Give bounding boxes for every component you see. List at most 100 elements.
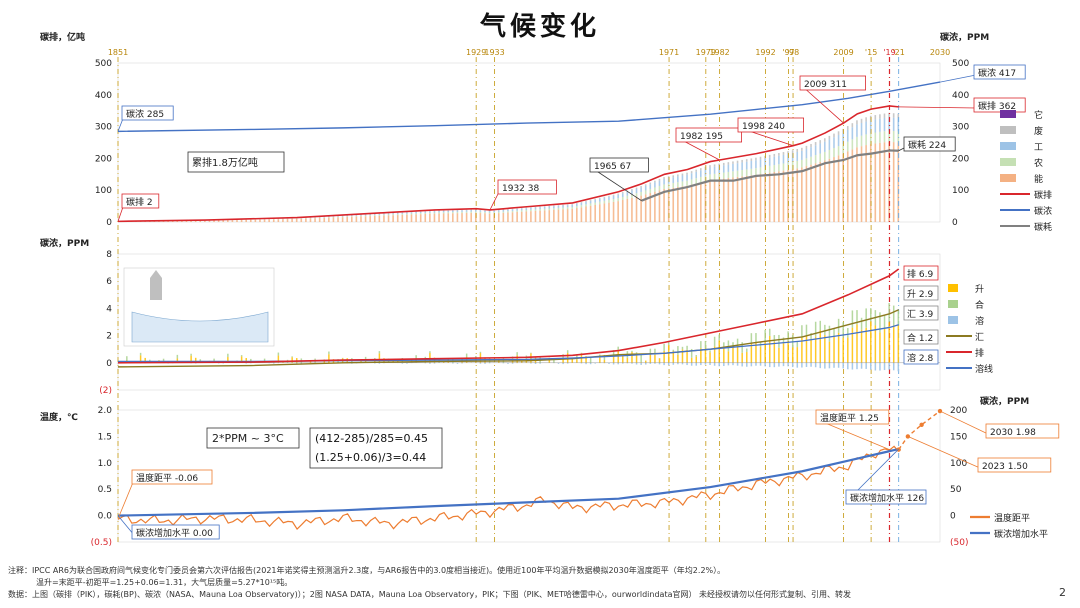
bar-waste [507, 209, 509, 210]
bar-agri [700, 176, 702, 183]
bar-rise [360, 360, 362, 363]
bar-dissolve [580, 362, 583, 364]
bar-waste [511, 208, 514, 210]
footnote-line-1: 注释：IPCC AR6为联合国政府间气候变化专门委员会第六次评估报告(2021年… [8, 566, 726, 575]
bar-waste [851, 123, 854, 128]
bar-industry [401, 212, 404, 214]
bar-energy [387, 215, 390, 222]
bar-waste [892, 113, 895, 118]
y-tick-label: 0 [106, 218, 112, 228]
y-tick-label: 6 [106, 277, 112, 287]
bar-dissolve [608, 362, 610, 364]
bar-rise [883, 327, 886, 363]
bar-energy [438, 213, 440, 222]
bar-industry [635, 188, 638, 194]
bar-dissolve [456, 362, 459, 364]
bar-industry [598, 198, 601, 202]
y-tick-label-right: 100 [950, 459, 967, 469]
y-tick-label: 2 [106, 332, 112, 342]
bar-waste [833, 133, 835, 138]
bar-energy [562, 209, 564, 222]
bar-energy [543, 210, 546, 222]
axis-label-left: 温度，℃ [40, 411, 78, 423]
bar-agri [553, 208, 555, 210]
bar-industry [856, 124, 858, 137]
bar-industry [782, 154, 785, 164]
bar-agri [539, 209, 541, 211]
bar-rise [603, 360, 606, 363]
bar-waste [658, 178, 661, 181]
bar-agri [355, 215, 358, 217]
bar-industry [346, 215, 349, 217]
bar-energy [286, 219, 289, 222]
bar-dissolve [622, 362, 624, 364]
bar-industry [341, 215, 344, 217]
annotation-emis-2-box [121, 193, 160, 209]
bar-rise [718, 340, 720, 363]
bar-industry [424, 211, 427, 213]
bar-agri [419, 213, 422, 215]
bar-waste [681, 173, 684, 176]
bar-agri [860, 135, 863, 147]
bar-waste [736, 160, 739, 164]
bar-dissolve [562, 362, 564, 365]
bar-rise [681, 349, 684, 363]
bar-agri [360, 215, 362, 217]
bar-waste [732, 161, 734, 164]
bar-agri [856, 136, 858, 148]
bar-agri [690, 179, 693, 185]
bar-rise [768, 335, 771, 363]
bar-waste [700, 168, 702, 171]
y-tick-label-right: 200 [952, 154, 969, 164]
series-line-temperature [117, 445, 900, 530]
bar-energy [507, 212, 509, 222]
bar-combine [649, 348, 652, 354]
annotation-box [903, 305, 939, 321]
bar-waste [654, 180, 656, 183]
annotation-2030: 2030 1.98 [990, 428, 1036, 438]
bar-rise [778, 347, 780, 363]
bar-dissolve [686, 362, 688, 366]
bar-waste [663, 177, 665, 179]
bar-energy [452, 213, 454, 222]
bar-combine [589, 356, 592, 363]
bar-energy [736, 176, 739, 222]
bar-agri [433, 212, 436, 214]
bar-waste [745, 159, 748, 162]
bar-waste [865, 117, 867, 122]
bar-energy [240, 219, 243, 222]
bar-energy [360, 216, 362, 222]
bar-agri [461, 211, 463, 214]
bar-dissolve [433, 362, 436, 364]
bar-dissolve [883, 362, 886, 371]
bar-industry [534, 207, 537, 210]
bar-waste [548, 205, 551, 207]
bar-energy [282, 219, 284, 222]
bar-energy [222, 220, 225, 222]
bar-waste [571, 204, 574, 205]
bar-energy [810, 164, 812, 222]
bar-waste [617, 193, 619, 195]
bar-agri [810, 156, 812, 165]
bar-combine [690, 348, 693, 358]
bar-energy [677, 187, 679, 222]
bar-dissolve [897, 362, 900, 372]
bar-industry [470, 210, 472, 212]
bar-energy [355, 216, 358, 222]
bar-waste [837, 131, 840, 135]
bar-waste [516, 208, 518, 209]
bar-combine [328, 351, 330, 355]
bar-agri [410, 213, 413, 215]
bar-combine [791, 335, 794, 348]
bar-combine [755, 333, 757, 343]
bar-waste [727, 162, 730, 165]
bar-industry [543, 206, 546, 209]
bar-dissolve [851, 362, 854, 370]
bar-energy [378, 215, 381, 222]
bar-rise [626, 357, 629, 363]
bar-waste [621, 192, 624, 194]
bar-waste [672, 175, 675, 178]
bar-agri [401, 213, 404, 215]
bar-dissolve [746, 362, 748, 367]
